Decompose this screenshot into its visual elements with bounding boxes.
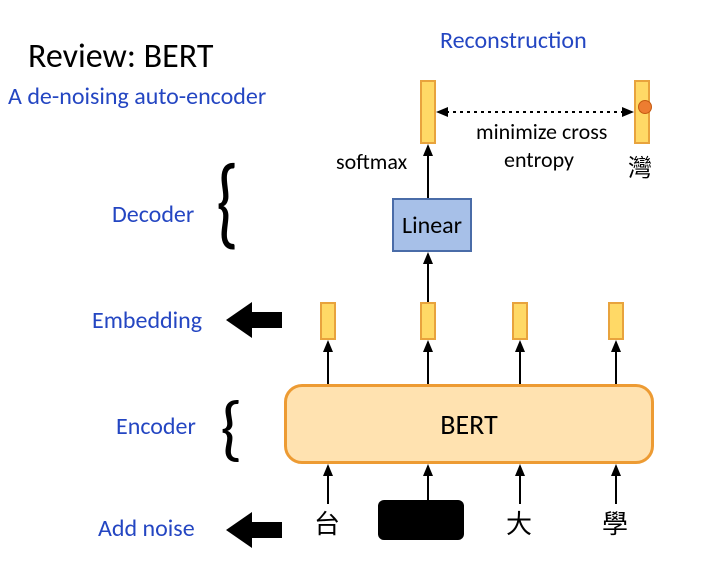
wan-char: 灣: [628, 148, 652, 183]
arrow-in-bert-2: [512, 464, 528, 504]
arrow-bert-emb-1: [420, 340, 436, 384]
minimize-cross-label: minimize cross: [476, 118, 607, 145]
arrow-in-bert-0: [320, 464, 336, 504]
add-noise-label: Add noise: [98, 514, 195, 543]
arrow-bert-emb-0: [320, 340, 336, 384]
arrow-in-bert-1: [420, 464, 436, 504]
arrow-in-bert-3: [608, 464, 624, 504]
arrow-bert-emb-3: [608, 340, 624, 384]
decoder-label: Decoder: [112, 200, 194, 229]
subtitle: A de-noising auto-encoder: [8, 82, 266, 111]
arrow-linear-to-softmax: [420, 144, 436, 198]
embedding-label: Embedding: [92, 306, 202, 335]
linear-box: Linear: [392, 198, 472, 252]
arrow-bert-emb-2: [512, 340, 528, 384]
encoder-label: Encoder: [116, 412, 196, 441]
entropy-label: entropy: [504, 146, 574, 173]
bert-box: BERT: [284, 384, 654, 464]
softmax-label: softmax: [336, 148, 407, 175]
decoder-brace: {: [216, 152, 239, 253]
emb-bar-2: [512, 302, 528, 340]
input-char-0: 台: [314, 504, 340, 541]
page-title: Review: BERT: [28, 36, 213, 77]
reconstruction-label: Reconstruction: [440, 26, 587, 55]
mask-token: [378, 500, 464, 540]
output-bar-left: [420, 80, 436, 144]
encoder-brace: {: [220, 392, 243, 464]
arrow-emb-to-linear: [420, 252, 436, 302]
input-char-3: 學: [602, 504, 628, 541]
cross-entropy-arrow: [436, 106, 634, 118]
bert-label: BERT: [440, 407, 497, 442]
add-noise-arrow-icon: [222, 510, 282, 550]
embedding-arrow-icon: [222, 300, 282, 340]
emb-bar-3: [608, 302, 624, 340]
target-dot: [638, 100, 652, 114]
emb-bar-0: [320, 302, 336, 340]
input-char-2: 大: [506, 504, 532, 541]
linear-label: Linear: [402, 211, 462, 240]
emb-bar-1: [420, 302, 436, 340]
